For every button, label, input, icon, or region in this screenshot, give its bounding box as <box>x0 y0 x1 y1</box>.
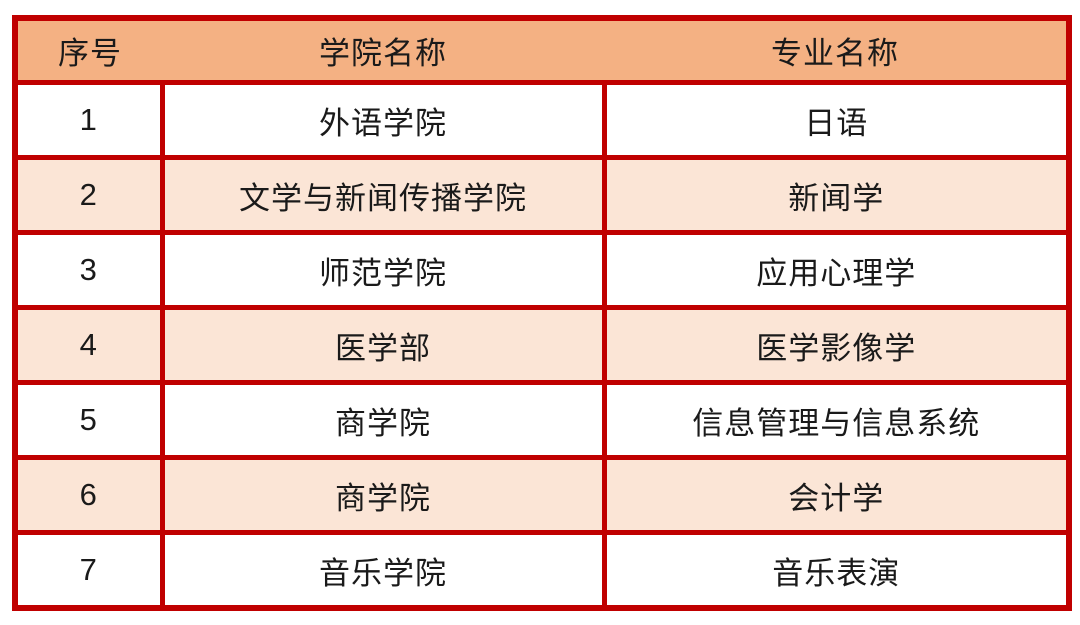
table-row: 6 商学院 会计学 <box>12 455 1072 535</box>
cell-college: 外语学院 <box>159 80 607 160</box>
table-row: 1 外语学院 日语 <box>12 80 1072 160</box>
cell-college: 文学与新闻传播学院 <box>159 155 607 235</box>
column-header-major: 专业名称 <box>604 18 1069 85</box>
cell-index: 3 <box>12 230 165 310</box>
table-container: 序号 学院名称 专业名称 1 外语学院 日语 2 文学与新闻传播学院 新闻学 3… <box>12 15 1072 611</box>
cell-major: 音乐表演 <box>601 530 1072 611</box>
column-header-index: 序号 <box>15 18 162 85</box>
cell-index: 4 <box>12 305 165 385</box>
table-row: 3 师范学院 应用心理学 <box>12 230 1072 310</box>
cell-index: 2 <box>12 155 165 235</box>
cell-major: 新闻学 <box>601 155 1072 235</box>
column-header-college: 学院名称 <box>162 18 604 85</box>
cell-index: 5 <box>12 380 165 460</box>
header-row: 序号 学院名称 专业名称 <box>15 18 1069 85</box>
cell-college: 商学院 <box>159 380 607 460</box>
cell-index: 6 <box>12 455 165 535</box>
cell-major: 医学影像学 <box>601 305 1072 385</box>
table-row: 4 医学部 医学影像学 <box>12 305 1072 385</box>
cell-major: 信息管理与信息系统 <box>601 380 1072 460</box>
cell-college: 医学部 <box>159 305 607 385</box>
college-major-table: 序号 学院名称 专业名称 1 外语学院 日语 2 文学与新闻传播学院 新闻学 3… <box>12 15 1072 611</box>
cell-index: 1 <box>12 80 165 160</box>
cell-college: 师范学院 <box>159 230 607 310</box>
table-row: 2 文学与新闻传播学院 新闻学 <box>12 155 1072 235</box>
table-row: 7 音乐学院 音乐表演 <box>12 530 1072 611</box>
cell-major: 日语 <box>601 80 1072 160</box>
table-row: 5 商学院 信息管理与信息系统 <box>12 380 1072 460</box>
cell-index: 7 <box>12 530 165 611</box>
cell-major: 应用心理学 <box>601 230 1072 310</box>
cell-college: 商学院 <box>159 455 607 535</box>
cell-college: 音乐学院 <box>159 530 607 611</box>
cell-major: 会计学 <box>601 455 1072 535</box>
